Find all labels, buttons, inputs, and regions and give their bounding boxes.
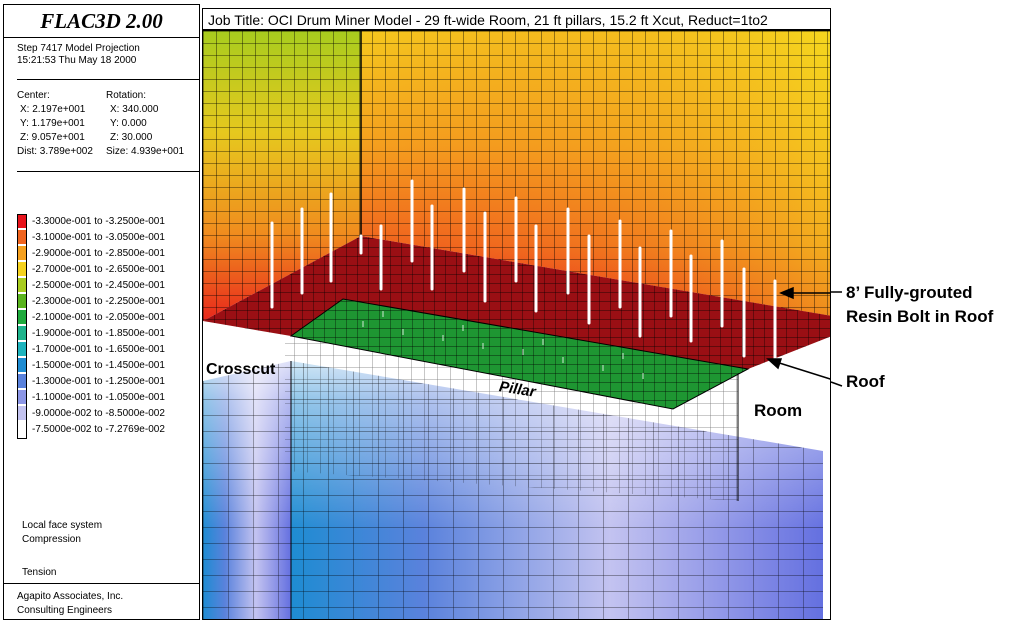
dist-value: Dist: 3.789e+002 (17, 146, 93, 157)
legend-label: -3.3000e-001 to -3.2500e-001 (32, 216, 165, 227)
software-title: FLAC3D 2.00 (40, 9, 163, 33)
legend-swatch (17, 358, 27, 372)
legend-swatch (17, 326, 27, 340)
legend-swatch (17, 230, 27, 244)
legend-swatch (17, 390, 27, 404)
center-z: Z: 9.057e+001 (20, 132, 85, 143)
divider (4, 37, 199, 38)
legend-swatch (17, 278, 27, 292)
legend-label: -7.5000e-002 to -7.2769e-002 (32, 424, 165, 435)
compression-label: Compression (22, 534, 81, 545)
crosscut-label: Crosscut (206, 361, 276, 378)
company-name: Agapito Associates, Inc. (17, 591, 124, 602)
legend-label: -3.1000e-001 to -3.0500e-001 (32, 232, 165, 243)
room-label: Room (754, 401, 803, 420)
legend-swatch (17, 374, 27, 388)
divider (17, 79, 199, 80)
legend-label: -1.9000e-001 to -1.8500e-001 (32, 328, 165, 339)
legend-swatch (17, 342, 27, 356)
legend-label: -2.5000e-001 to -2.4500e-001 (32, 280, 165, 291)
center-y: Y: 1.179e+001 (20, 118, 85, 129)
legend-label: -2.7000e-001 to -2.6500e-001 (32, 264, 165, 275)
legend-swatch (17, 246, 27, 260)
legend-label: -2.3000e-001 to -2.2500e-001 (32, 296, 165, 307)
size-value: Size: 4.939e+001 (106, 146, 185, 157)
rotation-label: Rotation: (106, 90, 147, 101)
center-label: Center: (17, 90, 50, 101)
rotation-z: Z: 30.000 (110, 132, 153, 143)
legend-swatch (17, 422, 27, 436)
legend-swatch (17, 294, 27, 308)
bolt-annotation-line2: Resin Bolt in Roof (846, 307, 994, 326)
center-x: X: 2.197e+001 (20, 104, 86, 115)
tension-label: Tension (22, 567, 57, 578)
legend-label: -1.5000e-001 to -1.4500e-001 (32, 360, 165, 371)
legend-label: -9.0000e-002 to -8.5000e-002 (32, 408, 165, 419)
job-title: Job Title: OCI Drum Miner Model - 29 ft-… (202, 8, 831, 30)
rotation-y: Y: 0.000 (110, 118, 147, 129)
model-view (203, 31, 830, 619)
roof-annotation: Roof (846, 372, 885, 391)
legend-label: -2.1000e-001 to -2.0500e-001 (32, 312, 165, 323)
legend-label: -1.3000e-001 to -1.2500e-001 (32, 376, 165, 387)
step-line: Step 7417 Model Projection (17, 43, 140, 54)
model-plot: Crosscut Pillar Room (202, 30, 831, 620)
legend-swatch (17, 310, 27, 324)
legend-swatch (17, 262, 27, 276)
rotation-x: X: 340.000 (110, 104, 159, 115)
bolt-annotation-line1: 8’ Fully-grouted (846, 283, 973, 302)
legend-label: -1.1000e-001 to -1.0500e-001 (32, 392, 165, 403)
legend-label: -1.7000e-001 to -1.6500e-001 (32, 344, 165, 355)
time-line: 15:21:53 Thu May 18 2000 (17, 55, 137, 66)
legend-swatch (17, 214, 27, 228)
divider (4, 583, 199, 584)
roof-bolts (270, 179, 777, 368)
local-face-system-label: Local face system (22, 520, 103, 531)
annotation-arrows (766, 286, 830, 380)
company-subtitle: Consulting Engineers (17, 605, 113, 616)
divider (17, 171, 199, 172)
legend-label: -2.9000e-001 to -2.8500e-001 (32, 248, 165, 259)
legend-swatch (17, 406, 27, 420)
